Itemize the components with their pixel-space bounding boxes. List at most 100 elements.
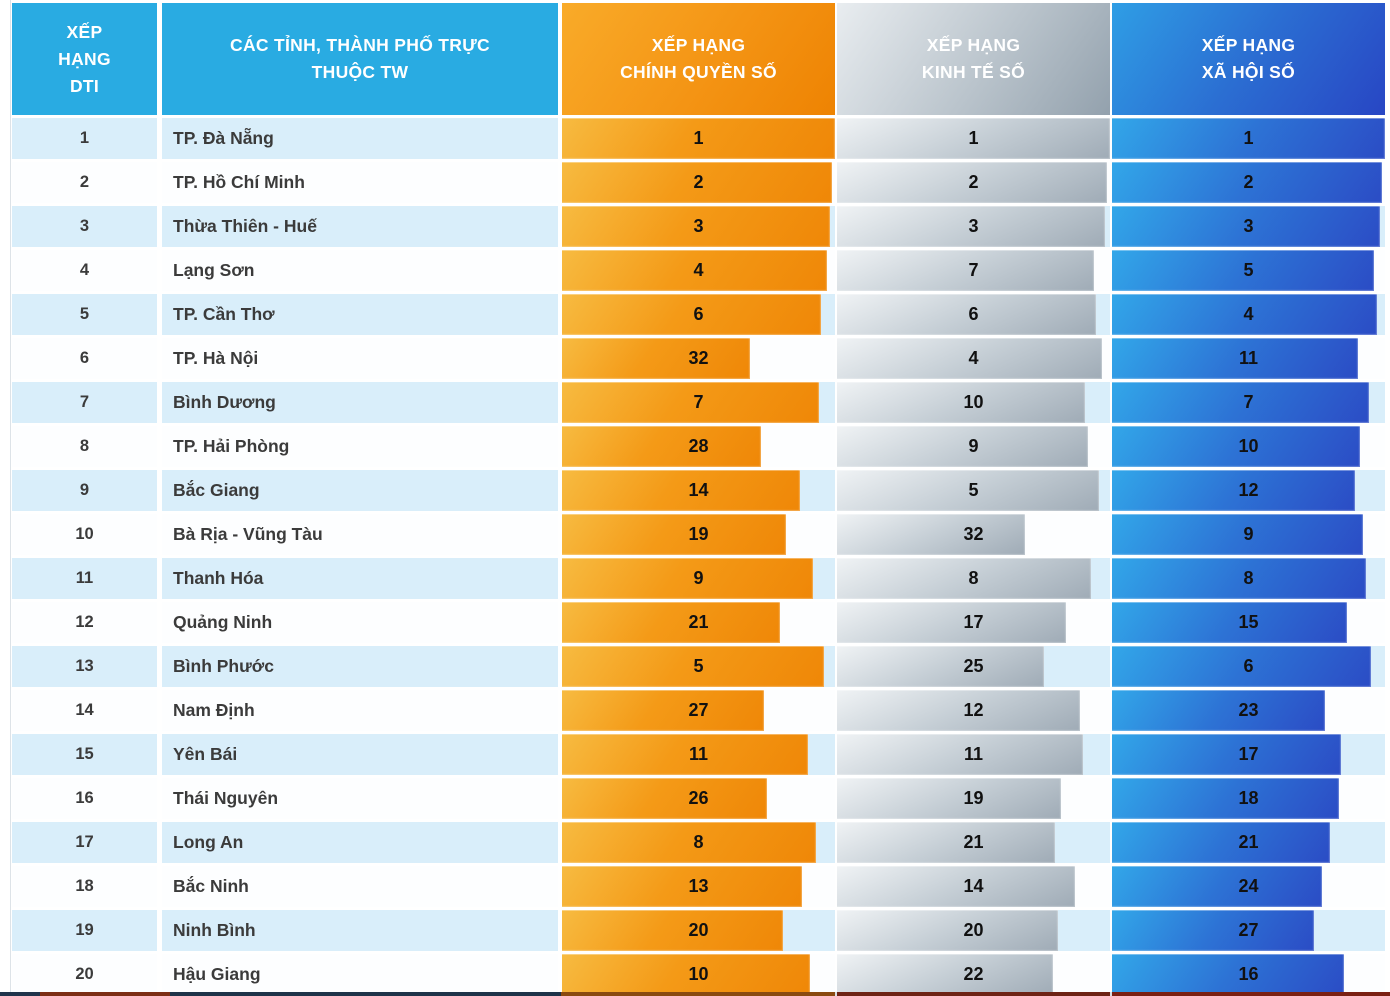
province-name-cell: Lạng Sơn (162, 250, 558, 291)
econ-rank-value: 3 (968, 216, 979, 236)
gov-rank-value: 1 (693, 128, 704, 148)
econ-rank-cell: 1 (837, 118, 1110, 159)
province-name-cell: Bắc Ninh (162, 866, 558, 907)
soc-rank-bar (1112, 646, 1372, 687)
soc-rank-cell: 16 (1112, 954, 1385, 995)
econ-rank-value: 12 (963, 700, 984, 720)
dti-rank-value: 16 (75, 789, 94, 807)
econ-rank-value: 1 (968, 128, 979, 148)
gov-rank-cell: 20 (562, 910, 835, 951)
soc-rank-cell: 3 (1112, 206, 1385, 247)
soc-rank-value: 1 (1243, 128, 1254, 148)
province-name: Ninh Bình (173, 920, 256, 940)
gov-rank-bar (562, 822, 816, 863)
gov-rank-cell: 26 (562, 778, 835, 819)
gov-rank-bar (562, 250, 827, 291)
gov-rank-bar (562, 382, 819, 423)
gov-rank-bar (562, 954, 811, 995)
soc-rank-cell: 17 (1112, 734, 1385, 775)
econ-rank-value: 32 (963, 524, 984, 544)
dti-rank-cell: 1 (12, 118, 157, 159)
soc-rank-value: 16 (1238, 964, 1259, 984)
soc-rank-cell: 7 (1112, 382, 1385, 423)
table-row: 18 Bắc Ninh 13 14 24 (12, 866, 1385, 907)
dti-ranking-table: XẾP HẠNG DTI CÁC TỈNH, THÀNH PHỐ TRỰC TH… (12, 3, 1385, 996)
province-name-cell: Hậu Giang (162, 954, 558, 995)
table-row: 7 Bình Dương 7 10 7 (12, 382, 1385, 423)
soc-rank-value: 23 (1238, 700, 1259, 720)
dti-rank-value: 10 (75, 525, 94, 543)
soc-rank-bar (1112, 954, 1345, 995)
soc-rank-cell: 18 (1112, 778, 1385, 819)
econ-rank-bar (837, 778, 1061, 819)
dti-rank-cell: 8 (12, 426, 157, 467)
table-row: 13 Bình Phước 5 25 6 (12, 646, 1385, 687)
province-name-cell: TP. Hải Phòng (162, 426, 558, 467)
dti-rank-value: 13 (75, 657, 94, 675)
province-name: Nam Định (173, 700, 255, 720)
gov-rank-value: 13 (688, 876, 709, 896)
soc-rank-bar (1112, 602, 1347, 643)
province-name: Thanh Hóa (173, 568, 264, 588)
header-line: DTI (69, 75, 100, 96)
province-name-cell: Thanh Hóa (162, 558, 558, 599)
table-row: 10 Bà Rịa - Vũng Tàu 19 32 9 (12, 514, 1385, 555)
dti-rank-value: 8 (79, 437, 90, 455)
gov-rank-bar (562, 514, 786, 555)
gov-rank-cell: 19 (562, 514, 835, 555)
table-body: 1 TP. Đà Nẵng 1 1 1 2 TP. Hồ Chí Minh 2 (12, 118, 1385, 995)
soc-rank-cell: 21 (1112, 822, 1385, 863)
header-line: HẠNG (58, 48, 111, 69)
header-econ-rank: XẾP HẠNG KINH TẾ SỐ (837, 3, 1110, 115)
gov-rank-value: 32 (688, 348, 709, 368)
soc-rank-bar (1112, 822, 1331, 863)
dti-rank-cell: 16 (12, 778, 157, 819)
econ-rank-value: 21 (963, 832, 984, 852)
gov-rank-cell: 8 (562, 822, 835, 863)
province-name: Thừa Thiên - Huế (173, 216, 317, 236)
soc-rank-value: 15 (1238, 612, 1259, 632)
dti-rank-cell: 20 (12, 954, 157, 995)
gov-rank-bar (562, 646, 825, 687)
dti-rank-value: 4 (79, 261, 90, 279)
soc-rank-value: 12 (1238, 480, 1259, 500)
soc-rank-bar (1112, 470, 1355, 511)
left-edge-line (10, 0, 11, 996)
dti-rank-value: 3 (79, 217, 90, 235)
soc-rank-bar (1112, 866, 1323, 907)
dti-rank-cell: 13 (12, 646, 157, 687)
econ-rank-cell: 20 (837, 910, 1110, 951)
province-name: Thái Nguyên (173, 788, 279, 808)
soc-rank-bar (1112, 734, 1342, 775)
soc-rank-bar (1112, 294, 1377, 335)
province-name: Bà Rịa - Vũng Tàu (173, 524, 323, 544)
header-line: CÁC TỈNH, THÀNH PHỐ TRỰC (230, 35, 490, 55)
gov-rank-bar (562, 558, 814, 599)
soc-rank-bar (1112, 118, 1385, 159)
soc-rank-bar (1112, 778, 1339, 819)
gov-rank-cell: 32 (562, 338, 835, 379)
soc-rank-value: 8 (1243, 568, 1254, 588)
dti-rank-cell: 4 (12, 250, 157, 291)
econ-rank-bar (837, 822, 1056, 863)
soc-rank-bar (1112, 426, 1361, 467)
dti-rank-value: 7 (79, 393, 90, 411)
econ-rank-bar (837, 338, 1102, 379)
gov-rank-value: 4 (693, 260, 704, 280)
econ-rank-bar (837, 118, 1110, 159)
table-row: 11 Thanh Hóa 9 8 8 (12, 558, 1385, 599)
econ-rank-cell: 8 (837, 558, 1110, 599)
province-name: TP. Hải Phòng (173, 436, 290, 456)
gov-rank-cell: 21 (562, 602, 835, 643)
dti-rank-cell: 15 (12, 734, 157, 775)
header-line: XẾP HẠNG (651, 35, 746, 55)
econ-rank-cell: 4 (837, 338, 1110, 379)
soc-rank-cell: 10 (1112, 426, 1385, 467)
table-row: 4 Lạng Sơn 4 7 5 (12, 250, 1385, 291)
dti-rank-cell: 10 (12, 514, 157, 555)
soc-rank-cell: 27 (1112, 910, 1385, 951)
table-row: 3 Thừa Thiên - Huế 3 3 3 (12, 206, 1385, 247)
gov-rank-value: 28 (688, 436, 709, 456)
dti-rank-value: 5 (79, 305, 90, 323)
